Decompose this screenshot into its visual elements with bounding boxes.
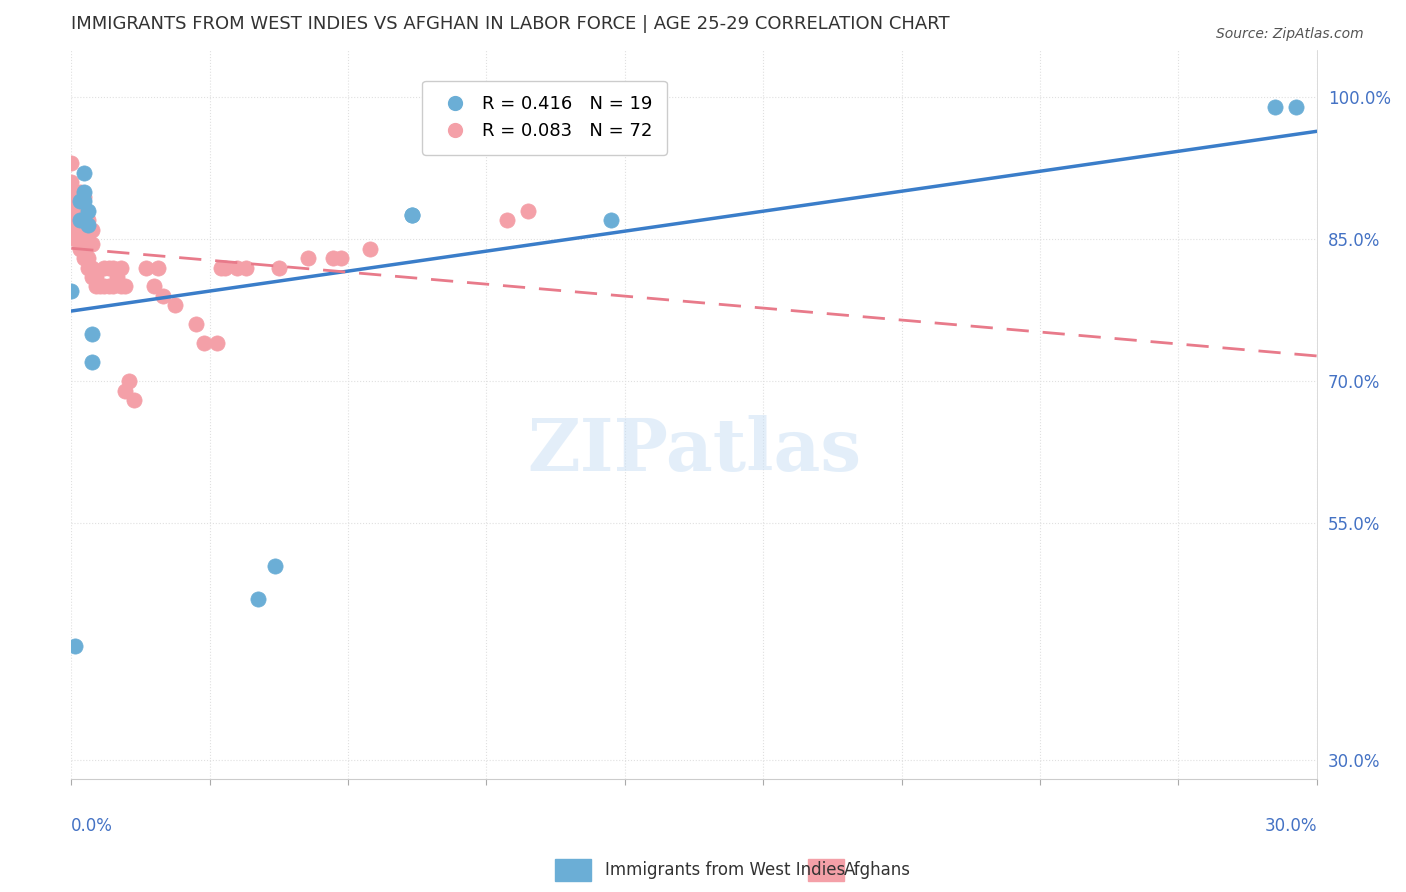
Point bbox=[496, 213, 519, 227]
Point bbox=[267, 260, 290, 275]
Point bbox=[101, 260, 124, 275]
Point bbox=[122, 393, 145, 408]
Point bbox=[118, 374, 141, 388]
Point bbox=[93, 260, 115, 275]
Point bbox=[110, 279, 132, 293]
Text: ZIPatlas: ZIPatlas bbox=[527, 415, 860, 486]
Point bbox=[97, 260, 120, 275]
Text: IMMIGRANTS FROM WEST INDIES VS AFGHAN IN LABOR FORCE | AGE 25-29 CORRELATION CHA: IMMIGRANTS FROM WEST INDIES VS AFGHAN IN… bbox=[72, 15, 950, 33]
Legend: R = 0.416   N = 19, R = 0.083   N = 72: R = 0.416 N = 19, R = 0.083 N = 72 bbox=[422, 81, 666, 154]
Point bbox=[114, 279, 136, 293]
Point bbox=[1285, 100, 1308, 114]
Point bbox=[209, 260, 232, 275]
Point bbox=[84, 279, 107, 293]
Point bbox=[93, 279, 115, 293]
Point bbox=[76, 236, 98, 251]
Point bbox=[97, 279, 120, 293]
Point bbox=[297, 251, 319, 265]
Point bbox=[65, 199, 87, 213]
Point bbox=[69, 213, 91, 227]
Point bbox=[205, 336, 228, 351]
Point bbox=[101, 279, 124, 293]
Point bbox=[148, 260, 170, 275]
Point bbox=[193, 336, 215, 351]
Point bbox=[65, 203, 87, 218]
Point bbox=[114, 384, 136, 398]
Point bbox=[76, 251, 98, 265]
Point bbox=[89, 279, 111, 293]
Point bbox=[226, 260, 249, 275]
Point bbox=[69, 218, 91, 232]
Point bbox=[73, 213, 96, 227]
Point bbox=[76, 203, 98, 218]
Point bbox=[60, 156, 83, 170]
Point bbox=[110, 260, 132, 275]
Text: Afghans: Afghans bbox=[844, 861, 911, 879]
Point bbox=[73, 185, 96, 199]
Text: Immigrants from West Indies: Immigrants from West Indies bbox=[605, 861, 845, 879]
Point bbox=[401, 209, 423, 223]
Point bbox=[73, 203, 96, 218]
Point bbox=[76, 227, 98, 242]
Point bbox=[65, 232, 87, 246]
Point bbox=[69, 194, 91, 209]
Point bbox=[76, 213, 98, 227]
Point bbox=[60, 203, 83, 218]
Point bbox=[65, 189, 87, 203]
Point bbox=[60, 284, 83, 298]
Text: 30.0%: 30.0% bbox=[1264, 816, 1317, 835]
Point bbox=[73, 209, 96, 223]
Point bbox=[65, 213, 87, 227]
Point bbox=[263, 558, 285, 573]
Point bbox=[69, 222, 91, 236]
Point bbox=[600, 213, 623, 227]
Point bbox=[65, 639, 87, 653]
Point bbox=[76, 218, 98, 232]
Point bbox=[60, 189, 83, 203]
Point bbox=[143, 279, 166, 293]
Point bbox=[73, 227, 96, 242]
Point bbox=[80, 326, 103, 341]
Point bbox=[359, 242, 381, 256]
Point bbox=[84, 270, 107, 285]
Point bbox=[163, 298, 186, 312]
Point bbox=[80, 355, 103, 369]
Text: 0.0%: 0.0% bbox=[72, 816, 112, 835]
Point bbox=[69, 185, 91, 199]
Point bbox=[60, 194, 83, 209]
Point bbox=[184, 318, 207, 332]
Point bbox=[322, 251, 344, 265]
Point bbox=[330, 251, 353, 265]
Point bbox=[76, 260, 98, 275]
Point bbox=[73, 222, 96, 236]
Point bbox=[69, 227, 91, 242]
Point bbox=[1264, 100, 1286, 114]
Point bbox=[73, 194, 96, 209]
Point bbox=[80, 260, 103, 275]
Point bbox=[69, 242, 91, 256]
Point bbox=[401, 209, 423, 223]
Point bbox=[69, 199, 91, 213]
Point bbox=[517, 203, 540, 218]
Point bbox=[80, 236, 103, 251]
Text: Source: ZipAtlas.com: Source: ZipAtlas.com bbox=[1216, 27, 1364, 41]
Point bbox=[73, 166, 96, 180]
Point bbox=[135, 260, 157, 275]
Point bbox=[69, 213, 91, 227]
Point bbox=[73, 236, 96, 251]
Point bbox=[105, 270, 128, 285]
Point bbox=[235, 260, 257, 275]
Point bbox=[65, 209, 87, 223]
Point bbox=[69, 194, 91, 209]
Point bbox=[65, 222, 87, 236]
Point bbox=[80, 270, 103, 285]
Point bbox=[60, 175, 83, 189]
Point bbox=[214, 260, 236, 275]
Point bbox=[73, 189, 96, 203]
Point bbox=[80, 222, 103, 236]
Point bbox=[247, 591, 270, 606]
Point bbox=[60, 185, 83, 199]
Point bbox=[152, 289, 174, 303]
Point bbox=[73, 251, 96, 265]
